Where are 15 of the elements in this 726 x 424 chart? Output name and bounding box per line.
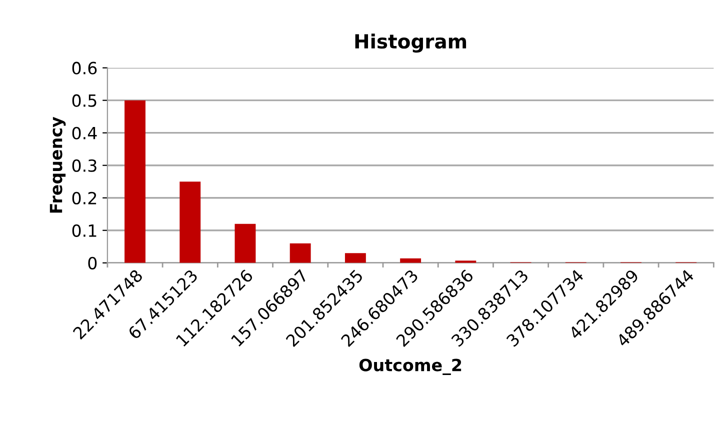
bar bbox=[124, 100, 146, 263]
y-tick-label: 0 bbox=[88, 256, 97, 270]
y-tick-label: 0.5 bbox=[72, 94, 96, 107]
y-tick-label: 0.4 bbox=[72, 126, 97, 140]
bar bbox=[180, 182, 201, 263]
y-tick-label: 0.6 bbox=[72, 62, 97, 74]
bar bbox=[290, 243, 311, 263]
x-axis-title: Outcome_2 bbox=[359, 358, 462, 376]
y-tick-label: 0.3 bbox=[72, 159, 96, 172]
chart-title: Histogram bbox=[355, 34, 466, 53]
bar bbox=[234, 224, 256, 263]
y-tick-label: 0.1 bbox=[72, 224, 96, 237]
y-axis-title: Frequency bbox=[50, 116, 66, 213]
bar bbox=[344, 253, 366, 263]
y-tick-label: 0.2 bbox=[72, 192, 96, 204]
